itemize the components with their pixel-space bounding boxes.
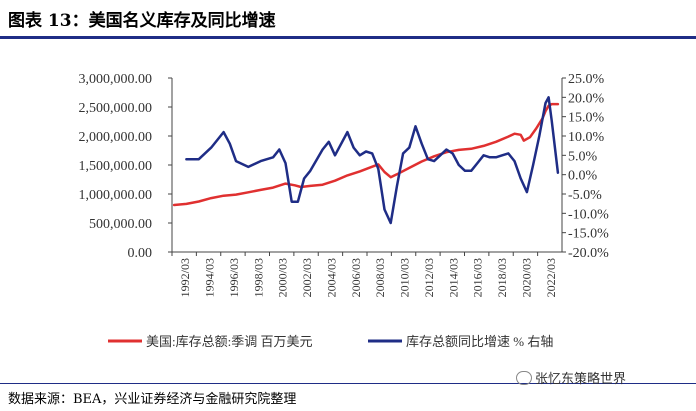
source-rule xyxy=(0,383,696,384)
y-right-tick-label: 25.0% xyxy=(568,72,605,87)
x-tick-label: 2004/03 xyxy=(324,258,338,297)
series-line-right-axis xyxy=(185,96,560,225)
x-tick-label: 2000/03 xyxy=(276,258,290,297)
x-tick-label: 2018/03 xyxy=(495,258,509,297)
page-title: 图表 13：美国名义库存及同比增速 xyxy=(8,11,276,31)
legend-label: 美国:库存总额:季调 百万美元 xyxy=(146,334,312,349)
x-axis-ticks: 1992/03 1994/03 1996/03 1998/03 2000/03 2002/… xyxy=(171,252,558,297)
plot-lines xyxy=(172,96,560,225)
legend: 美国:库存总额:季调 百万美元 库存总额同比增速 % 右轴 xyxy=(108,334,553,349)
x-tick-label: 2006/03 xyxy=(349,258,363,297)
y-left-tick-label: 0.00 xyxy=(128,246,153,261)
y-left-tick-label: 3,000,000.00 xyxy=(79,72,153,87)
y-right-tick-label: 10.0% xyxy=(568,130,605,145)
y-axis-right-ticks: -20.0% -15.0% -10.0% -5.0% 0.0% 5.0% 10.0% 15.0… xyxy=(562,72,609,261)
series-line-left-axis xyxy=(172,102,560,207)
y-right-tick-label: 15.0% xyxy=(568,111,605,126)
watermark-text: 张忆东策略世界 xyxy=(535,372,627,387)
y-right-tick-label: -15.0% xyxy=(568,227,609,242)
legend-label: 库存总额同比增速 % 右轴 xyxy=(406,334,553,349)
y-right-tick-label: 5.0% xyxy=(568,149,598,164)
y-left-tick-label: 2,500,000.00 xyxy=(79,101,153,116)
x-tick-label: 2016/03 xyxy=(471,258,485,297)
y-left-tick-label: 2,000,000.00 xyxy=(79,130,153,145)
x-tick-label: 2010/03 xyxy=(398,258,412,297)
y-right-tick-label: -5.0% xyxy=(568,188,602,203)
y-right-tick-label: -20.0% xyxy=(568,246,609,261)
x-tick-label: 2020/03 xyxy=(519,258,533,297)
y-right-tick-label: 20.0% xyxy=(568,91,605,106)
y-left-tick-label: 1,500,000.00 xyxy=(79,159,153,174)
y-left-tick-label: 500,000.00 xyxy=(89,217,152,232)
wechat-icon xyxy=(516,371,532,385)
watermark: 张忆东策略世界 xyxy=(516,368,626,387)
x-tick-label: 1992/03 xyxy=(178,258,192,297)
x-tick-label: 1998/03 xyxy=(251,258,265,297)
x-tick-label: 2022/03 xyxy=(544,258,558,297)
x-tick-label: 2012/03 xyxy=(422,258,436,297)
x-tick-label: 2014/03 xyxy=(446,258,460,297)
chart: 0.00 500,000.00 1,000,000.00 1,500,000.00 2,… xyxy=(79,72,610,349)
x-tick-label: 2008/03 xyxy=(373,258,387,297)
y-right-tick-label: 0.0% xyxy=(568,169,598,184)
x-tick-label: 1994/03 xyxy=(203,258,217,297)
y-axis-left-ticks: 0.00 500,000.00 1,000,000.00 1,500,000.00 2,… xyxy=(79,72,172,261)
chart-axes xyxy=(171,78,563,253)
x-tick-label: 2002/03 xyxy=(300,258,314,297)
y-right-tick-label: -10.0% xyxy=(568,207,609,222)
title-rule xyxy=(0,36,696,39)
x-tick-label: 1996/03 xyxy=(227,258,241,297)
source-note: 数据来源：BEA，兴业证券经济与金融研究院整理 xyxy=(8,392,297,407)
y-left-tick-label: 1,000,000.00 xyxy=(79,188,153,203)
